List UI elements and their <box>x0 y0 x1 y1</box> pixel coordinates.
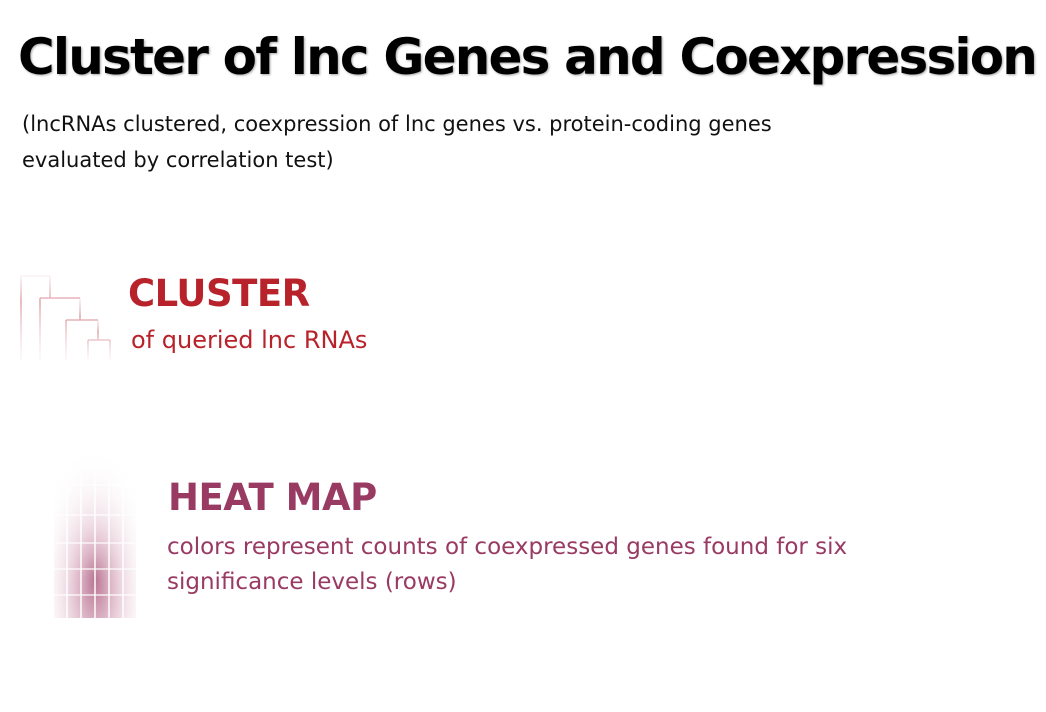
heatmap-description: colors represent counts of coexpressed g… <box>167 534 848 595</box>
cluster-description: of queried lnc RNAs <box>131 326 368 354</box>
heatmap-heading: HEAT MAP <box>168 476 377 519</box>
cluster-heading: CLUSTER <box>128 272 310 315</box>
dendrogram-icon <box>20 266 111 360</box>
page-title: Cluster of lnc Genes and Coexpression <box>18 28 1038 86</box>
page-subtitle: (lncRNAs clustered, coexpression of lnc … <box>22 112 772 172</box>
heatmap-icon <box>52 422 138 618</box>
